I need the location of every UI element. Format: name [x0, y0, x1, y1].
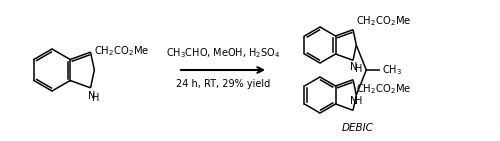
Text: $\mathregular{CH_3}$: $\mathregular{CH_3}$	[382, 63, 402, 77]
Text: N: N	[350, 62, 358, 72]
Text: H: H	[355, 64, 362, 74]
Text: N: N	[350, 96, 358, 106]
Text: N: N	[88, 91, 95, 101]
Text: $\mathregular{CH_2CO_2Me}$: $\mathregular{CH_2CO_2Me}$	[356, 82, 412, 95]
Text: DEBIC: DEBIC	[342, 123, 374, 133]
Text: H: H	[355, 96, 362, 106]
Text: 24 h, RT, 29% yield: 24 h, RT, 29% yield	[176, 79, 270, 89]
Text: H: H	[92, 93, 99, 103]
Text: CH$_3$CHO, MeOH, H$_2$SO$_4$: CH$_3$CHO, MeOH, H$_2$SO$_4$	[166, 46, 280, 60]
Text: $\mathregular{CH_2CO_2Me}$: $\mathregular{CH_2CO_2Me}$	[356, 14, 412, 28]
Text: $\mathregular{CH_2CO_2Me}$: $\mathregular{CH_2CO_2Me}$	[94, 44, 149, 58]
